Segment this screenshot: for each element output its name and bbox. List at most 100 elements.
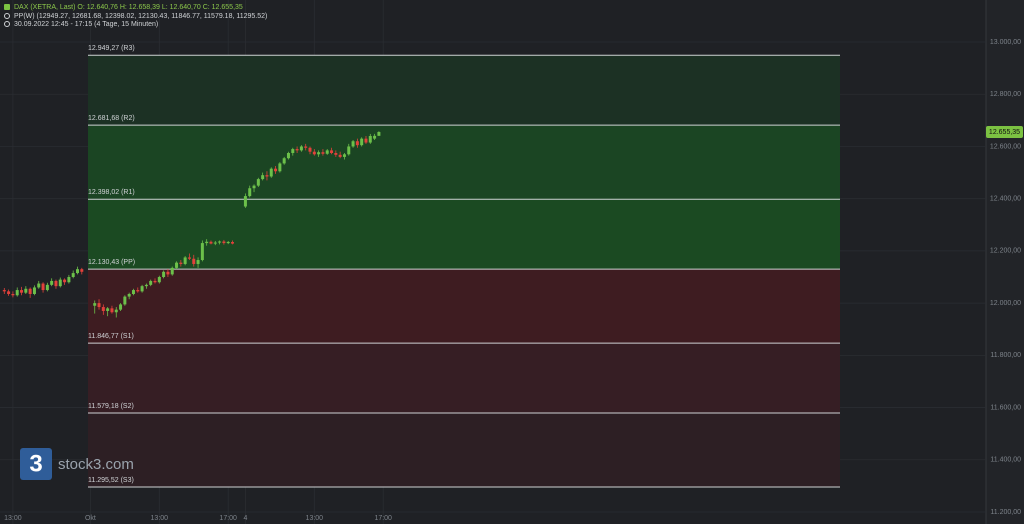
x-tick-label: 13:00 bbox=[306, 515, 324, 522]
candle-body bbox=[325, 150, 329, 154]
y-tick-label: 11.200,00 bbox=[990, 509, 1021, 516]
candle-body bbox=[321, 152, 325, 154]
candle-body bbox=[200, 243, 204, 261]
candle-body bbox=[252, 185, 256, 189]
candle-body bbox=[28, 288, 32, 294]
symbol-icon bbox=[4, 4, 10, 10]
candle-body bbox=[101, 307, 105, 311]
y-tick-label: 11.800,00 bbox=[990, 352, 1021, 359]
candle-body bbox=[67, 277, 71, 283]
pivot-label: 11.295,52 (S3) bbox=[88, 477, 134, 484]
candle-body bbox=[183, 257, 187, 264]
watermark-logo-text: 3 bbox=[29, 450, 42, 477]
candle-body bbox=[179, 262, 183, 264]
candle-body bbox=[265, 175, 269, 177]
candle-body bbox=[2, 290, 6, 292]
pivot-label: 12.681,68 (R2) bbox=[88, 115, 135, 122]
candle-body bbox=[218, 241, 222, 243]
candle-body bbox=[153, 280, 157, 283]
candle-body bbox=[7, 291, 11, 294]
candle-body bbox=[157, 277, 161, 283]
candle-body bbox=[299, 146, 303, 151]
candle-body bbox=[144, 284, 148, 287]
candle-body bbox=[312, 151, 316, 155]
candle-body bbox=[231, 242, 235, 244]
candle-body bbox=[119, 304, 123, 310]
candle-body bbox=[162, 271, 166, 278]
candle-body bbox=[93, 303, 97, 306]
candle-body bbox=[63, 279, 67, 283]
x-tick-label: 13:00 bbox=[151, 515, 169, 522]
candle-body bbox=[205, 241, 209, 244]
candle-body bbox=[304, 146, 308, 148]
y-tick-label: 12.200,00 bbox=[990, 248, 1021, 255]
candles bbox=[2, 131, 381, 318]
candle-body bbox=[50, 280, 54, 285]
y-tick-label: 12.000,00 bbox=[990, 300, 1021, 307]
pivot-zone bbox=[88, 199, 840, 270]
candle-body bbox=[269, 168, 273, 177]
candle-body bbox=[15, 290, 19, 296]
y-tick-label: 11.400,00 bbox=[990, 457, 1021, 464]
candle-body bbox=[97, 303, 101, 308]
candle-body bbox=[166, 271, 170, 275]
pivot-zone bbox=[88, 269, 840, 344]
pivot-zone bbox=[88, 412, 840, 488]
candle-body bbox=[175, 262, 179, 268]
candle-body bbox=[338, 154, 342, 157]
candle-body bbox=[136, 290, 140, 292]
candle-body bbox=[226, 242, 230, 244]
candle-body bbox=[54, 280, 58, 287]
candle-body bbox=[76, 269, 80, 274]
candle-body bbox=[123, 296, 127, 305]
candle-body bbox=[209, 241, 213, 244]
x-tick-label: 13:00 bbox=[4, 515, 22, 522]
y-tick-label: 13.000,00 bbox=[990, 39, 1021, 46]
candle-body bbox=[330, 150, 334, 153]
candle-body bbox=[364, 138, 368, 143]
pivot-label: 11.846,77 (S1) bbox=[88, 333, 134, 340]
candle-body bbox=[170, 267, 174, 275]
candle-body bbox=[291, 149, 295, 153]
candle-body bbox=[20, 290, 24, 293]
candle-body bbox=[373, 135, 377, 139]
candle-body bbox=[286, 152, 290, 159]
candle-body bbox=[261, 175, 265, 180]
candle-body bbox=[243, 196, 247, 207]
x-tick-label: 17:00 bbox=[374, 515, 392, 522]
candle-body bbox=[213, 242, 217, 244]
candle-body bbox=[274, 168, 278, 172]
candle-body bbox=[295, 149, 299, 151]
candle-body bbox=[377, 132, 381, 136]
pivot-label: 12.949,27 (R3) bbox=[88, 45, 135, 52]
candle-body bbox=[347, 146, 351, 155]
x-tick-label: 17:00 bbox=[219, 515, 237, 522]
y-tick-label: 11.600,00 bbox=[990, 404, 1021, 411]
header-indicator: PP(W) (12949.27, 12681.68, 12398.02, 121… bbox=[14, 13, 267, 20]
candle-body bbox=[187, 257, 191, 259]
candle-body bbox=[41, 283, 45, 291]
candle-body bbox=[196, 260, 200, 264]
candle-body bbox=[114, 309, 118, 313]
pivot-zone bbox=[88, 343, 840, 413]
candle-body bbox=[248, 188, 252, 197]
candle-body bbox=[282, 158, 286, 164]
y-tick-label: 12.400,00 bbox=[990, 196, 1021, 203]
candle-body bbox=[360, 138, 364, 146]
last-price-tag bbox=[986, 126, 1023, 139]
candle-body bbox=[351, 141, 355, 147]
candle-body bbox=[131, 290, 135, 294]
candle-body bbox=[317, 152, 321, 155]
pivot-label: 12.398,02 (R1) bbox=[88, 189, 135, 196]
candle-body bbox=[192, 258, 196, 264]
candle-body bbox=[32, 287, 36, 294]
candle-body bbox=[140, 286, 144, 292]
labels: 11.200,00 11.400,00 11.600,00 11.800,00 12.0… bbox=[4, 39, 1023, 522]
candle-body bbox=[110, 308, 114, 313]
candle-body bbox=[24, 288, 28, 293]
candle-body bbox=[37, 283, 41, 288]
candle-body bbox=[368, 136, 372, 143]
last-price-label: 12.655,35 bbox=[989, 129, 1020, 136]
